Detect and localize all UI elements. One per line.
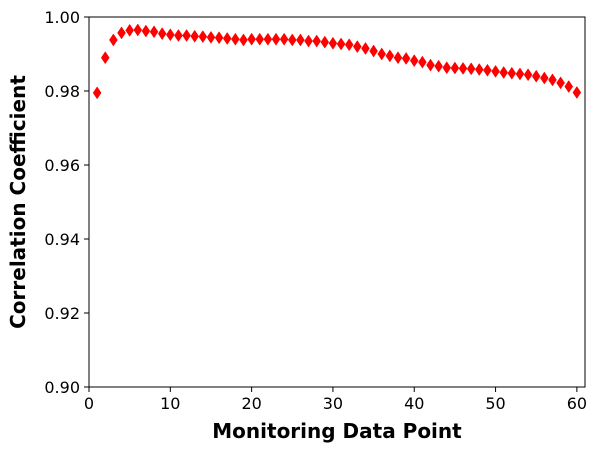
data-point: [279, 32, 289, 46]
data-point: [149, 25, 159, 39]
data-point: [393, 51, 403, 65]
data-point: [231, 32, 240, 46]
y-tick-label: 1.00: [44, 8, 80, 27]
data-point: [426, 58, 435, 72]
data-point: [361, 41, 370, 55]
y-tick-label: 0.94: [44, 230, 80, 249]
data-point: [409, 54, 419, 68]
data-point: [312, 34, 321, 48]
data-point: [198, 30, 208, 44]
data-point: [304, 34, 313, 48]
data-point: [100, 51, 110, 65]
data-point: [434, 59, 443, 73]
data-point: [483, 63, 492, 77]
data-point: [540, 71, 549, 85]
data-point: [548, 73, 557, 87]
plot-area: [92, 23, 582, 100]
y-tick-label: 0.92: [44, 304, 80, 323]
data-point: [491, 64, 500, 78]
data-point: [271, 32, 281, 46]
data-point: [141, 24, 151, 38]
data-point: [499, 66, 508, 79]
data-point: [401, 51, 411, 65]
data-point: [125, 23, 134, 37]
axis-ticks: 0 10 20 30 40 50 60 0.90 0.92 0.94 0.96 0.98 1.00: [44, 8, 587, 413]
data-point: [572, 86, 582, 99]
data-point: [222, 32, 232, 45]
plot-frame: [88, 16, 586, 388]
y-axis-label: Correlation Coefficient: [6, 75, 30, 329]
data-point: [206, 30, 216, 44]
data-point: [190, 29, 200, 43]
data-point: [418, 55, 427, 69]
y-tick-label: 0.90: [44, 378, 80, 397]
x-axis-label: Monitoring Data Point: [212, 419, 462, 443]
data-point: [109, 33, 118, 47]
y-tick-label: 0.98: [44, 82, 80, 101]
data-point: [182, 29, 191, 42]
data-point: [296, 33, 305, 47]
data-point: [255, 32, 265, 46]
data-point: [523, 68, 533, 82]
data-point: [344, 38, 354, 52]
data-point: [133, 23, 143, 37]
data-point: [320, 35, 330, 49]
data-point: [336, 37, 346, 51]
data-point: [328, 36, 338, 50]
data-point: [515, 67, 525, 81]
x-tick-label: 10: [160, 394, 180, 413]
data-point: [564, 80, 574, 94]
data-point: [385, 49, 395, 63]
data-point: [166, 28, 175, 42]
data-point: [450, 61, 460, 75]
data-point: [239, 33, 248, 47]
data-point: [466, 62, 476, 76]
x-tick-label: 0: [84, 394, 94, 413]
data-point: [287, 33, 297, 47]
data-point: [556, 76, 565, 90]
data-point: [214, 31, 224, 45]
y-tick-label: 0.96: [44, 156, 80, 175]
x-tick-label: 20: [241, 394, 261, 413]
data-point: [117, 26, 126, 40]
x-tick-label: 30: [323, 394, 343, 413]
data-point: [263, 32, 273, 46]
x-tick-label: 50: [485, 394, 505, 413]
data-point: [442, 61, 452, 75]
data-point: [174, 29, 183, 42]
data-point: [247, 32, 256, 46]
data-point: [507, 66, 517, 80]
x-tick-label: 60: [567, 394, 587, 413]
data-point: [458, 61, 468, 75]
data-point: [353, 40, 362, 54]
data-point: [531, 69, 541, 83]
x-tick-label: 40: [404, 394, 424, 413]
data-point: [92, 86, 102, 100]
data-point: [474, 63, 484, 76]
data-point: [377, 47, 387, 61]
data-point: [369, 44, 378, 58]
data-point: [157, 27, 167, 41]
